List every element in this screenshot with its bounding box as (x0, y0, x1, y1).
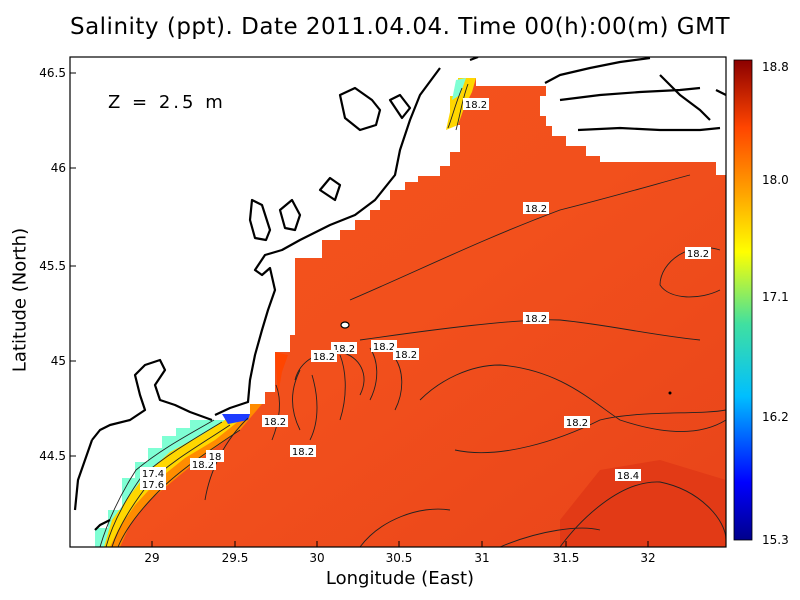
contour-label-group: 18.2 18.2 18.2 18.2 18.2 18.2 18.2 18.2 … (140, 98, 711, 491)
colorbar: 15.3 16.2 17.1 18.0 18.8 (733, 59, 789, 547)
contour-label: 18.4 (617, 471, 639, 482)
contour-label: 18.2 (313, 352, 335, 363)
colorbar-tick-label: 15.3 (762, 533, 789, 547)
contour-label: 17.4 (142, 469, 164, 480)
contour-label: 17.6 (142, 480, 164, 491)
sea-field (95, 78, 726, 547)
map-title: Salinity (ppt). Date 2011.04.04. Time 00… (69, 14, 731, 40)
contour-label: 18.2 (687, 249, 709, 260)
contour-label: 18.2 (373, 342, 395, 353)
x-tick-label: 31 (474, 551, 489, 565)
y-axis: 44.5 45 45.5 46 46.5 (39, 66, 76, 463)
contour-label: 18.2 (395, 350, 417, 361)
x-axis-label: Longitude (East) (325, 568, 475, 589)
y-tick-label: 45.5 (39, 259, 66, 273)
colorbar-tick-label: 17.1 (762, 290, 789, 304)
contour-label: 18.2 (264, 417, 286, 428)
x-tick-label: 30.5 (386, 551, 413, 565)
contour-label: 18.2 (525, 204, 547, 215)
contour-label: 18.2 (292, 447, 314, 458)
y-tick-label: 46 (51, 161, 66, 175)
contour-label: 18.2 (192, 460, 214, 471)
y-tick-label: 45 (51, 354, 66, 368)
colorbar-tick-label: 18.0 (762, 173, 789, 187)
contour-label: 18 (209, 452, 222, 463)
colorbar-tick-label: 16.2 (762, 410, 789, 424)
contour-label: 18.2 (525, 314, 547, 325)
colorbar-tick-label: 18.8 (762, 60, 789, 74)
x-axis: 29 29.5 30 30.5 31 31.5 32 (144, 541, 656, 565)
contour-label: 18.2 (333, 344, 355, 355)
x-tick-label: 30 (309, 551, 324, 565)
x-tick-label: 31.5 (553, 551, 580, 565)
x-tick-label: 29.5 (222, 551, 249, 565)
contour-label: 18.2 (566, 418, 588, 429)
x-tick-label: 29 (144, 551, 159, 565)
depth-label: Z = 2.5 m (108, 92, 226, 113)
y-tick-label: 46.5 (39, 66, 66, 80)
y-tick-label: 44.5 (39, 449, 66, 463)
contour-label: 18.2 (465, 100, 487, 111)
x-tick-label: 32 (640, 551, 655, 565)
coastline (73, 57, 726, 531)
plot-frame (69, 56, 727, 548)
y-axis-label: Latitude (North) (9, 227, 31, 373)
